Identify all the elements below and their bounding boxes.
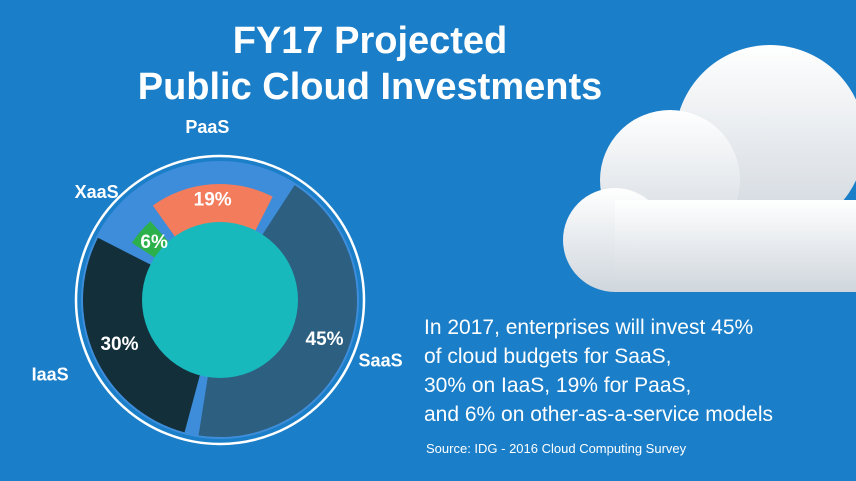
slice-name-label: SaaS — [359, 350, 403, 370]
chart-outer-ring — [74, 154, 366, 446]
cloud-icon — [563, 45, 856, 292]
slice-iaas — [82, 237, 202, 433]
slice-value-label: 45% — [306, 329, 344, 350]
donut-chart: 45% SaaS 30% IaaS 6% XaaS 19% PaaS — [32, 120, 403, 446]
summary-caption: In 2017, enterprises will invest 45% of … — [424, 313, 773, 429]
caption-line: 30% on IaaS, 19% for PaaS, — [424, 374, 692, 397]
source-note: Source: IDG - 2016 Cloud Computing Surve… — [426, 441, 687, 456]
chart-title-line-1: FY17 Projected — [232, 20, 508, 62]
caption-line: of cloud budgets for SaaS, — [424, 345, 672, 368]
slice-name-label: IaaS — [32, 364, 69, 384]
caption-line: In 2017, enterprises will invest 45% — [424, 316, 754, 339]
slice-name-label: XaaS — [75, 182, 119, 202]
chart-title-line-2: Public Cloud Investments — [137, 66, 603, 108]
slice-value-label: 30% — [100, 334, 138, 355]
chart-center-circle — [142, 222, 298, 378]
slice-name-label: PaaS — [185, 120, 229, 137]
slice-value-label: 19% — [194, 189, 232, 210]
slice-value-label: 6% — [140, 232, 168, 253]
caption-line: and 6% on other-as-a-service models — [424, 403, 774, 426]
